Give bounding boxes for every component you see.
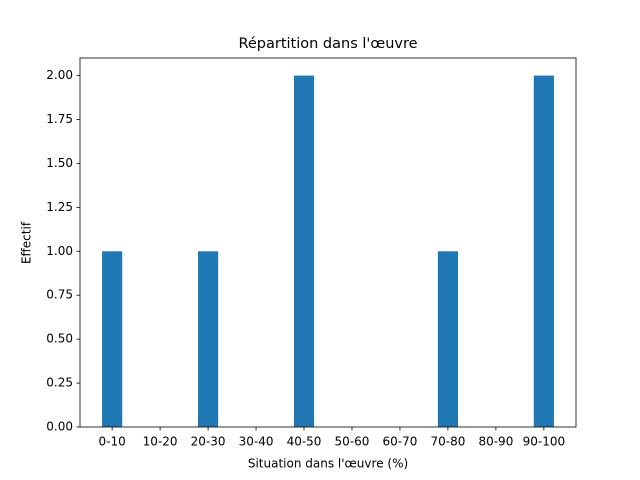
y-axis-label: Effectif	[20, 221, 34, 264]
y-tick-label: 0.00	[46, 420, 73, 434]
y-tick-label: 1.50	[46, 156, 73, 170]
x-tick-label: 0-10	[99, 435, 126, 449]
x-axis-label: Situation dans l'œuvre (%)	[248, 457, 408, 471]
bar	[293, 75, 315, 428]
y-tick-label: 1.00	[46, 244, 73, 258]
bar	[102, 251, 123, 427]
x-tick-label: 90-100	[523, 435, 566, 449]
y-tick-label: 2.00	[46, 68, 73, 82]
plot-frame	[79, 57, 577, 428]
x-tick-label: 40-50	[287, 435, 322, 449]
x-tick-label: 50-60	[335, 435, 370, 449]
x-tick-label: 10-20	[143, 435, 178, 449]
chart-title: Répartition dans l'œuvre	[238, 36, 417, 52]
x-tick-label: 60-70	[383, 435, 418, 449]
y-tick-label: 1.75	[46, 112, 73, 126]
y-tick-label: 0.75	[46, 288, 73, 302]
x-tick-label: 70-80	[430, 435, 465, 449]
x-tick-label: 30-40	[239, 435, 274, 449]
y-tick-label: 0.50	[46, 332, 73, 346]
x-tick-label: 80-90	[478, 435, 513, 449]
bar	[198, 251, 219, 427]
bar	[533, 75, 554, 428]
y-tick-label: 0.25	[46, 376, 73, 390]
y-tick-label: 1.25	[46, 200, 73, 214]
x-tick-label: 20-30	[191, 435, 226, 449]
bar	[437, 251, 458, 427]
